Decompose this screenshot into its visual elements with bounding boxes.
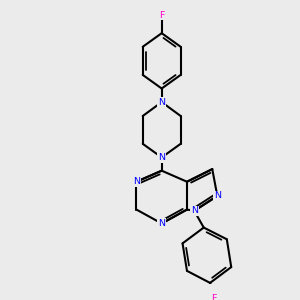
Text: F: F (159, 11, 164, 20)
Text: N: N (158, 98, 165, 106)
Text: N: N (133, 177, 140, 186)
Text: N: N (191, 206, 198, 215)
Text: N: N (158, 153, 165, 162)
Text: N: N (214, 191, 221, 200)
Text: F: F (212, 294, 217, 300)
Text: N: N (158, 219, 165, 228)
